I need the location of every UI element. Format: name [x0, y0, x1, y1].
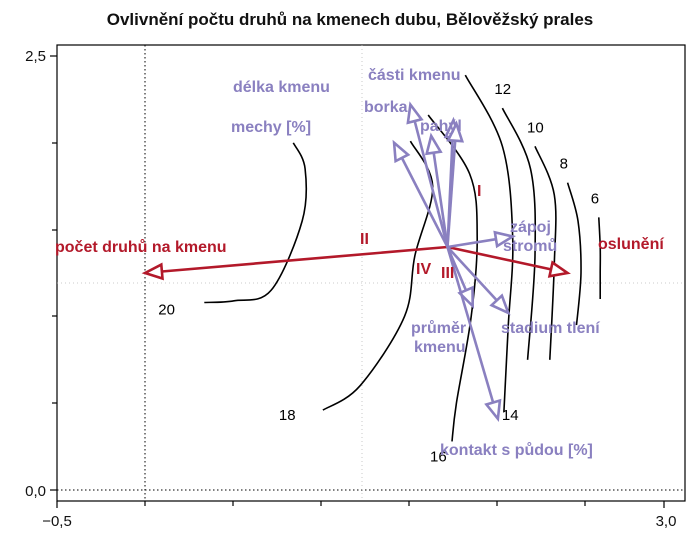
sample-label-iv: IV — [416, 261, 431, 278]
sample-label-i: I — [477, 183, 481, 200]
contour-label-16: 16 — [430, 448, 447, 465]
vector-label-soil-contact: kontakt s půdou [%] — [440, 442, 593, 459]
vector-borka — [424, 132, 449, 248]
vector-delka-kmenu — [406, 101, 449, 248]
vector-shaft-mechy — [400, 157, 449, 248]
vector-shaft-zapoj-stromu — [447, 237, 497, 249]
vector-head-mechy — [392, 139, 411, 164]
vector-label-snag: pahýl — [420, 118, 462, 135]
contour-lines: 20 18 16 14 12 10 8 6 — [158, 74, 602, 465]
axis-ticks — [50, 55, 665, 508]
vector-shaft-delka-kmenu — [413, 120, 449, 248]
contour-label-6: 6 — [591, 190, 599, 207]
vector-zapoj-stromu — [447, 230, 517, 249]
contour-line-12 — [501, 107, 537, 360]
vector-shaft-stadium-tleni — [446, 246, 498, 302]
vector-shaft-osluneni — [447, 245, 552, 271]
x-tick-label-right: 3,0 — [656, 513, 677, 530]
vector-shaft-pocet-druhu-na-kmenu — [161, 245, 448, 273]
vector-pocet-druhu-na-kmenu — [141, 245, 448, 281]
contour-line-6 — [598, 217, 602, 299]
variable-vectors — [141, 101, 571, 423]
contour-label-12: 12 — [494, 81, 511, 98]
contour-label-8: 8 — [560, 156, 568, 173]
vector-shaft-borka — [432, 152, 449, 248]
vector-shaft-kontakt-s-pudou — [446, 246, 495, 403]
contour-line-14 — [464, 74, 514, 412]
vector-label-decay-stage: stadium tlení — [501, 320, 600, 337]
vector-kontakt-s-pudou — [446, 246, 502, 423]
vector-label-insolation: oslunění — [598, 236, 664, 253]
vector-pahyl — [446, 120, 465, 248]
vector-head-osluneni — [547, 260, 571, 278]
vector-label-diameter-1: průměr — [411, 320, 466, 337]
vector-label-species-count: počet druhů na kmenu — [55, 239, 227, 256]
chart-title: Ovlivnění počtu druhů na kmenech dubu, B… — [106, 10, 594, 29]
sample-label-ii: II — [360, 231, 369, 248]
contour-label-14: 14 — [502, 407, 519, 424]
vector-label-bark: borka — [364, 99, 408, 116]
vector-label-diameter-2: kmenu — [414, 339, 466, 356]
vector-mechy — [392, 139, 449, 248]
contour-label-10: 10 — [527, 119, 544, 136]
x-tick-label-left: −0,5 — [42, 513, 72, 530]
vector-label-canopy-2: stromů — [503, 238, 557, 255]
y-tick-label-top: 2,5 — [25, 48, 46, 65]
sample-label-iii: III — [441, 265, 454, 282]
vector-head-pocet-druhu-na-kmenu — [141, 262, 164, 281]
vector-stadium-tleni — [446, 246, 511, 316]
vector-osluneni — [447, 245, 571, 278]
plot-frame — [56, 44, 686, 502]
vector-label-trunk-length: délka kmenu — [233, 79, 330, 96]
vector-head-kontakt-s-pudou — [484, 398, 502, 423]
vector-head-zapoj-stromu — [493, 230, 517, 249]
vector-head-stadium-tleni — [489, 293, 511, 316]
contour-line-8 — [566, 182, 582, 326]
vector-head-prumer-kmenu — [457, 285, 475, 310]
contour-line-20 — [204, 142, 308, 304]
vector-label-trunk-parts: části kmenu — [368, 67, 460, 84]
vector-shaft-pahyl — [446, 140, 457, 248]
contour-label-20: 20 — [158, 302, 175, 319]
y-tick-label-bottom: 0,0 — [25, 483, 46, 500]
vector-label-mosses: mechy [%] — [231, 119, 311, 136]
contour-line-10 — [534, 145, 557, 360]
vector-head-borka — [424, 132, 443, 156]
vector-head-delka-kmenu — [406, 101, 424, 125]
vector-head-pahyl — [446, 120, 465, 143]
contour-label-18: 18 — [279, 407, 296, 424]
vector-label-canopy-1: zápoj — [510, 219, 551, 236]
